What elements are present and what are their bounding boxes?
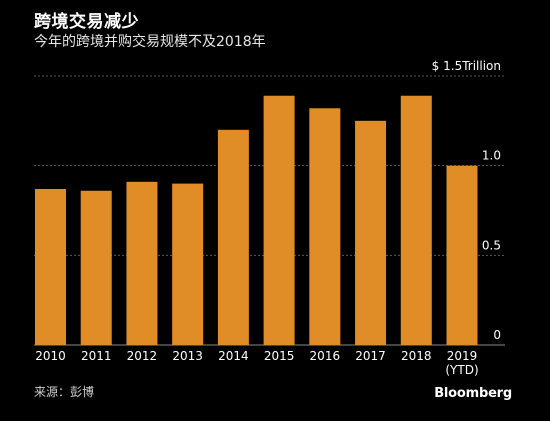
y-tick-label: $ 1.5Trillion xyxy=(432,59,501,73)
source-note: 来源：彭博 xyxy=(34,385,95,399)
x-tick-label: 2018 xyxy=(401,349,432,363)
bar xyxy=(263,95,295,345)
y-axis-labels: $ 1.5Trillion 1.0 0.5 0 xyxy=(432,59,501,342)
x-tick-label: 2017 xyxy=(355,349,386,363)
bar xyxy=(400,95,432,345)
x-tick-label: 2012 xyxy=(127,349,158,363)
bar xyxy=(217,129,249,345)
bar xyxy=(355,120,387,345)
x-tick-label: 2010 xyxy=(35,349,66,363)
x-tick-label: 2014 xyxy=(218,349,249,363)
bar xyxy=(172,183,204,345)
bar xyxy=(80,190,112,345)
x-tick-label: 2019 xyxy=(447,349,478,363)
x-tick-label: 2013 xyxy=(172,349,203,363)
bars xyxy=(35,95,478,345)
bloomberg-logo: Bloomberg xyxy=(434,386,512,401)
bar xyxy=(126,181,158,345)
x-tick-label: 2016 xyxy=(310,349,341,363)
y-tick-label: 0.5 xyxy=(482,238,501,252)
x-tick-label: (YTD) xyxy=(445,363,478,377)
bar xyxy=(446,165,478,345)
chart-title: 跨境交易减少 xyxy=(34,12,139,32)
bar xyxy=(35,188,66,345)
y-tick-label: 0 xyxy=(493,328,501,342)
y-tick-label: 1.0 xyxy=(482,149,501,163)
bar xyxy=(309,108,341,345)
chart-subtitle: 今年的跨境并购交易规模不及2018年 xyxy=(34,34,266,50)
x-tick-label: 2015 xyxy=(264,349,295,363)
x-axis-labels: 2010 2011 2012 2013 2014 2015 2016 2017 2018 2019… xyxy=(35,349,478,377)
x-tick-label: 2011 xyxy=(81,349,112,363)
